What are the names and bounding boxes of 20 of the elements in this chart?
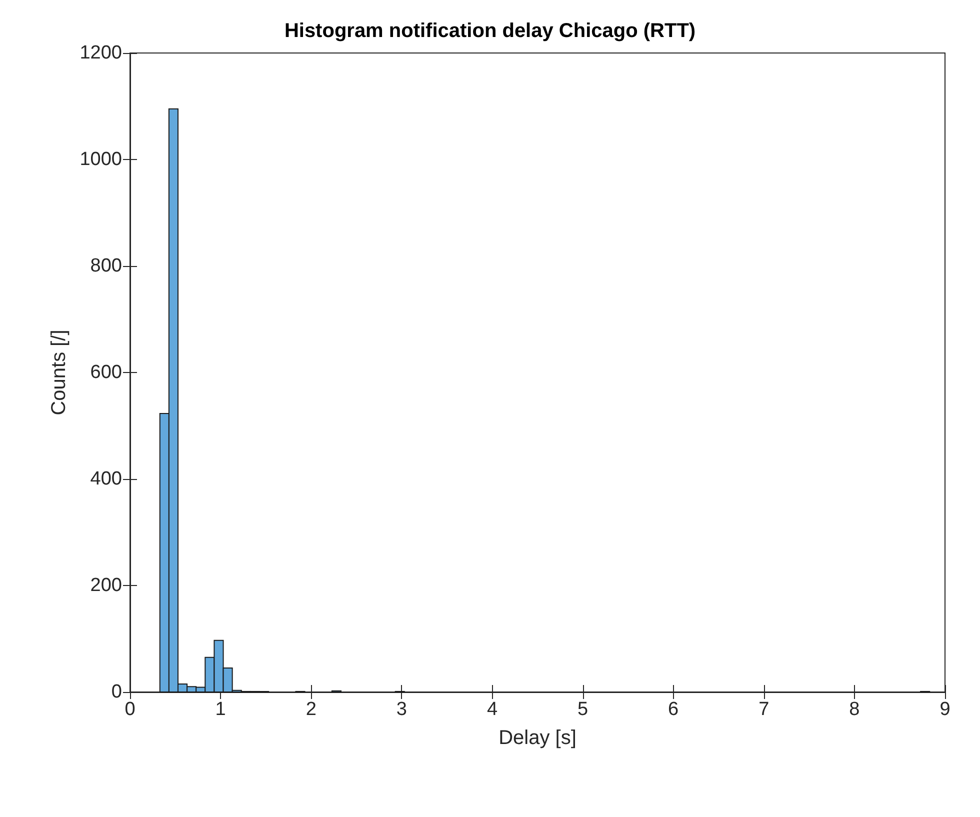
x-tick-label: 4 (486, 699, 498, 720)
y-tick-label: 0 (111, 682, 122, 702)
x-tick-label: 0 (124, 699, 136, 720)
x-tick-label: 9 (940, 699, 950, 720)
y-tick-label: 1200 (80, 42, 122, 64)
y-tick-label: 200 (90, 575, 122, 596)
x-tick-label: 5 (577, 699, 588, 720)
chart-title: Histogram notification delay Chicago (RTT) (284, 20, 696, 42)
x-tick-label: 8 (849, 699, 860, 720)
x-tick-label: 7 (758, 699, 770, 720)
y-tick-label: 1000 (80, 149, 122, 170)
y-tick-label: 400 (90, 468, 122, 490)
y-tick-label: 800 (90, 256, 122, 276)
x-tick-label: 2 (306, 699, 316, 720)
x-axis-title: Delay [s] (498, 727, 576, 749)
x-tick-label: 3 (396, 699, 407, 720)
x-tick-label: 1 (215, 699, 226, 720)
y-tick-label: 600 (90, 362, 122, 383)
x-tick-label: 6 (668, 699, 679, 720)
y-axis-title: Counts [/] (48, 330, 70, 416)
